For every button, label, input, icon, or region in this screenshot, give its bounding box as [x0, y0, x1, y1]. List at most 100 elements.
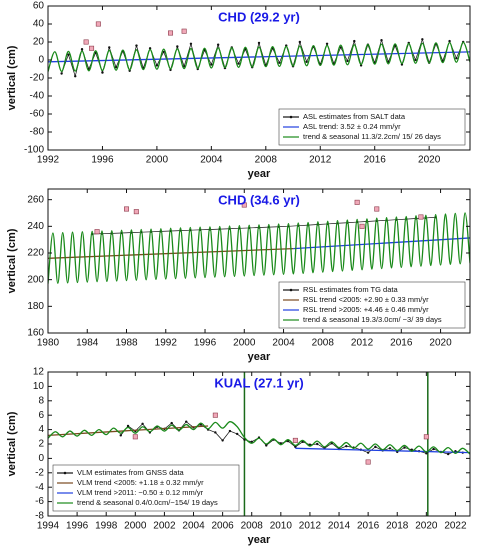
data-point — [101, 71, 104, 74]
data-point — [400, 63, 404, 66]
data-point — [455, 57, 458, 60]
y-tick-label: -80 — [30, 127, 45, 138]
outlier — [354, 199, 360, 205]
plot-frame — [47, 5, 471, 151]
outlier — [181, 28, 187, 34]
x-tick-label: 2018 — [386, 521, 409, 532]
y-tick-label: 12 — [33, 367, 45, 378]
data-point — [135, 44, 138, 47]
outlier — [365, 459, 371, 465]
data-point — [74, 75, 77, 78]
chart-title: KUAL (27.1 yr) — [214, 375, 303, 390]
y-tick-label: 260 — [27, 194, 44, 205]
x-tick-label: 2016 — [390, 338, 413, 349]
outlier — [241, 202, 247, 208]
x-tick-label: 2006 — [211, 521, 234, 532]
data-point — [294, 445, 297, 449]
data-point — [189, 42, 193, 45]
x-axis-label: year — [248, 534, 271, 546]
y-tick-label: 0 — [38, 453, 44, 464]
series-line — [48, 421, 470, 455]
x-tick-label: 2012 — [309, 155, 332, 166]
y-tick-label: 40 — [33, 19, 45, 30]
data-point — [305, 60, 308, 63]
data-point — [316, 442, 319, 446]
plot-frame — [47, 188, 471, 334]
legend-label: trend & seasonal 11.3/2.2cm/ 15/ 26 days — [303, 132, 441, 141]
series-line — [293, 237, 470, 250]
data-point — [114, 66, 118, 69]
series-line — [48, 41, 470, 73]
y-tick-label: -20 — [30, 73, 45, 84]
outlier — [418, 214, 424, 220]
data-point — [162, 50, 165, 54]
data-point — [345, 444, 348, 448]
legend-label: ASL estimates from SALT data — [303, 112, 406, 121]
x-axis-label: year — [248, 168, 271, 180]
data-point — [235, 432, 239, 436]
data-point — [257, 41, 261, 45]
y-tick-label: 0 — [38, 55, 44, 66]
outlier — [212, 412, 218, 418]
series-line — [120, 421, 463, 455]
y-axis-label: vertical (cm) — [6, 411, 18, 476]
plot-frame — [47, 371, 471, 517]
data-point — [170, 421, 173, 425]
x-tick-label: 2008 — [255, 155, 278, 166]
data-point — [346, 59, 349, 63]
data-point — [141, 422, 144, 426]
panel: 160 180 200 220 240 260 1980 1984 1988 1992 1996 20… — [6, 188, 471, 363]
data-point — [216, 43, 220, 46]
y-tick-label: 240 — [27, 221, 44, 232]
data-point — [366, 451, 370, 454]
data-point — [448, 39, 451, 43]
x-tick-label: 1998 — [95, 521, 118, 532]
x-tick-label: 1988 — [115, 338, 138, 349]
data-point — [210, 63, 213, 66]
data-point — [176, 45, 179, 48]
data-point — [432, 447, 435, 451]
data-point — [119, 434, 122, 437]
x-axis-label: year — [248, 351, 271, 363]
x-tick-label: 1992 — [37, 155, 60, 166]
legend-marker — [289, 115, 293, 119]
data-point — [108, 46, 111, 49]
legend-marker — [63, 471, 67, 475]
data-point — [374, 445, 377, 449]
y-tick-label: -8 — [35, 511, 44, 522]
legend-box — [52, 464, 240, 512]
x-tick-label: 2020 — [415, 521, 438, 532]
outlier — [423, 434, 429, 440]
y-tick-label: 8 — [38, 395, 44, 406]
data-point — [250, 440, 253, 444]
x-tick-label: 2004 — [200, 155, 223, 166]
y-tick-label: 4 — [38, 424, 44, 435]
x-tick-label: 2004 — [272, 338, 295, 349]
x-tick-label: 2022 — [444, 521, 467, 532]
x-tick-label: 2016 — [364, 155, 387, 166]
legend-box — [278, 281, 466, 329]
y-tick-label: -6 — [35, 496, 44, 507]
data-point — [237, 62, 240, 65]
data-point — [414, 58, 417, 62]
x-tick-label: 2020 — [418, 155, 441, 166]
legend-label: trend & seasonal 19.3/3.0cm/ −3/ 39 days — [303, 315, 442, 324]
series-line — [48, 212, 470, 284]
series-line — [295, 447, 470, 454]
data-point — [278, 61, 281, 64]
outlier — [89, 45, 95, 51]
y-tick-label: 160 — [27, 328, 44, 339]
data-point — [446, 452, 450, 456]
panel: -8 -6 -4 -2 0 2 4 6 8 10 12 1994 1996 1998 2000 2002 200… — [6, 367, 471, 546]
y-tick-label: 200 — [27, 274, 44, 285]
legend-box — [278, 108, 466, 146]
data-point — [298, 40, 302, 44]
x-tick-label: 2002 — [153, 521, 176, 532]
data-point — [221, 439, 224, 442]
data-point — [169, 68, 172, 72]
outlier — [292, 437, 298, 443]
y-tick-label: -100 — [24, 145, 44, 156]
x-tick-label: 1980 — [37, 338, 60, 349]
x-tick-label: 2000 — [146, 155, 169, 166]
series-line — [48, 51, 470, 63]
